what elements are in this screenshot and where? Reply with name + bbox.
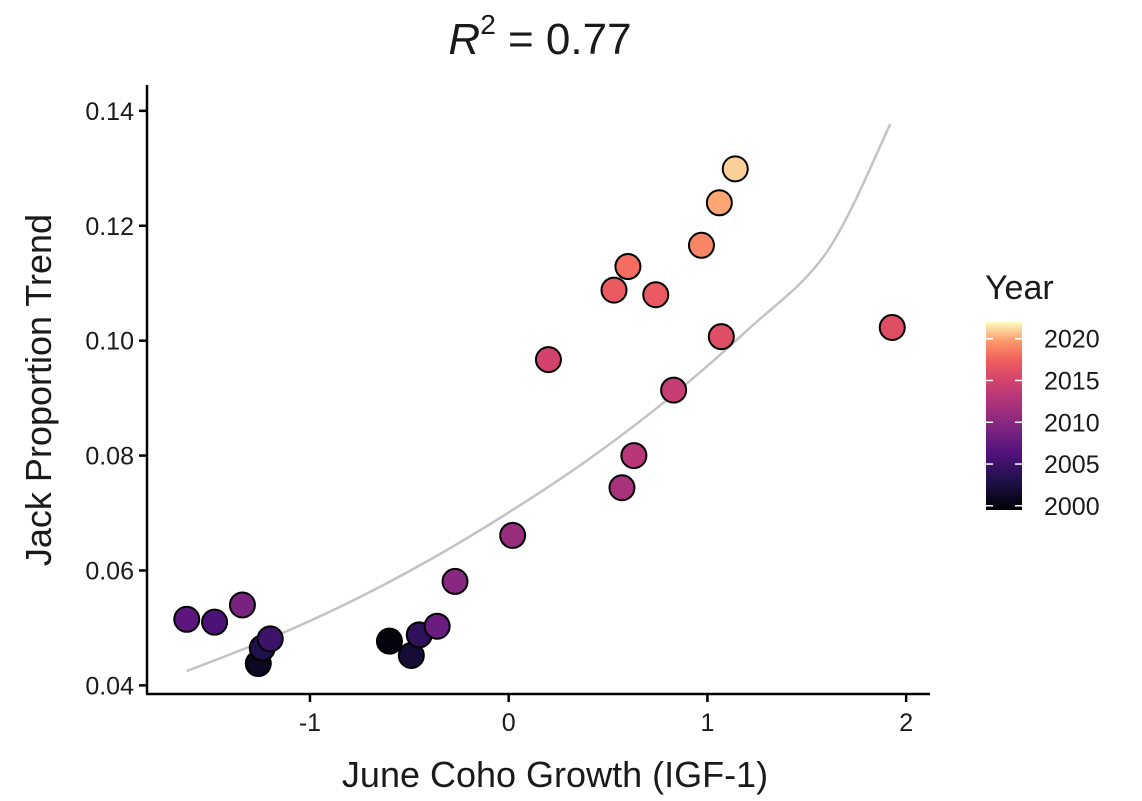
- trend-line: [187, 124, 891, 671]
- data-point: [202, 610, 227, 635]
- data-point: [602, 278, 627, 303]
- legend-tick-label: 2020: [1044, 326, 1100, 354]
- data-point: [609, 475, 634, 500]
- y-axis-ticks: 0.04 0.06 0.08 0.10 0.12 0.14: [85, 98, 147, 701]
- data-point: [536, 347, 561, 372]
- data-point: [425, 614, 450, 639]
- data-point: [443, 569, 468, 594]
- title-superscript: 2: [480, 9, 496, 40]
- title-r-symbol: R: [448, 15, 480, 64]
- data-point: [643, 282, 668, 307]
- y-tick-label: 0.14: [85, 98, 134, 126]
- x-tick-label: -1: [299, 709, 321, 737]
- x-tick-label: 2: [899, 709, 913, 737]
- x-tick-label: 1: [700, 709, 714, 737]
- data-point: [621, 443, 646, 468]
- y-tick-label: 0.04: [85, 672, 134, 700]
- legend-tick-label: 2015: [1044, 367, 1100, 395]
- data-point: [174, 607, 199, 632]
- data-point: [880, 315, 905, 340]
- data-point: [258, 626, 283, 651]
- data-point: [661, 378, 686, 403]
- legend-colorbar: [986, 322, 1022, 510]
- legend-title: Year: [985, 269, 1054, 307]
- x-axis-ticks: -1 0 1 2: [299, 694, 913, 737]
- data-point: [230, 592, 255, 617]
- data-point: [615, 254, 640, 279]
- data-point: [500, 523, 525, 548]
- y-tick-label: 0.10: [85, 328, 134, 356]
- x-tick-label: 0: [502, 709, 516, 737]
- data-point: [709, 324, 734, 349]
- y-tick-label: 0.08: [85, 443, 134, 471]
- y-tick-label: 0.12: [85, 213, 134, 241]
- legend-tick-label: 2005: [1044, 451, 1100, 479]
- data-point: [689, 233, 714, 258]
- data-point: [707, 190, 732, 215]
- legend-tick-label: 2000: [1044, 493, 1100, 521]
- legend: Year 2000 2005 2010 2015 2020: [985, 269, 1100, 521]
- y-axis-title: Jack Proportion Trend: [18, 214, 59, 566]
- chart-title: R2 = 0.77: [448, 9, 631, 64]
- data-point: [723, 156, 748, 181]
- data-points: [174, 156, 904, 676]
- x-axis-title: June Coho Growth (IGF-1): [342, 754, 768, 795]
- title-value: = 0.77: [496, 15, 632, 64]
- y-tick-label: 0.06: [85, 557, 134, 585]
- legend-tick-label: 2010: [1044, 409, 1100, 437]
- data-point: [377, 629, 402, 654]
